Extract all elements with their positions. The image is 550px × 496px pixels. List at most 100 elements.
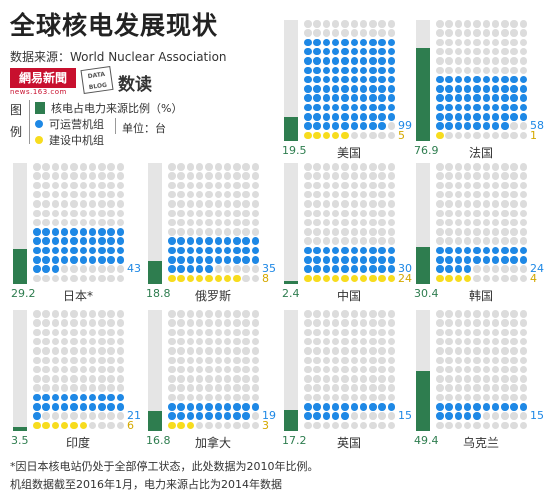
- empty-dot: [98, 365, 106, 374]
- operable-dot: [341, 256, 349, 264]
- empty-dot: [369, 209, 377, 217]
- empty-dot: [445, 310, 453, 318]
- empty-dot: [205, 172, 213, 180]
- empty-dot: [350, 190, 358, 199]
- empty-dot: [378, 384, 386, 392]
- country-panel: 76.9 58 1 法国: [414, 20, 546, 160]
- empty-dot: [350, 384, 358, 392]
- empty-dot: [482, 421, 490, 430]
- operable-dot: [177, 403, 185, 411]
- under-construction-dot: [359, 274, 368, 283]
- empty-dot: [369, 29, 377, 37]
- operable-dot: [88, 237, 97, 245]
- empty-dot: [454, 393, 463, 402]
- empty-dot: [510, 337, 518, 346]
- empty-dot: [214, 181, 222, 190]
- unit-label: 单位：台: [122, 122, 166, 135]
- empty-dot: [436, 421, 444, 430]
- empty-dot: [107, 337, 115, 346]
- empty-dot: [242, 384, 250, 392]
- empty-dot: [482, 356, 490, 364]
- empty-dot: [186, 384, 195, 392]
- empty-dot: [195, 337, 204, 346]
- operable-dot: [116, 237, 125, 245]
- empty-dot: [51, 209, 60, 217]
- empty-dot: [387, 319, 396, 327]
- empty-dot: [510, 310, 518, 318]
- empty-dot: [107, 310, 115, 318]
- operable-dot: [331, 246, 340, 255]
- empty-dot: [223, 265, 232, 273]
- operable-dot: [436, 103, 444, 112]
- operable-dot: [341, 265, 349, 273]
- empty-dot: [454, 218, 463, 227]
- empty-dot: [445, 347, 453, 355]
- empty-dot: [491, 328, 500, 337]
- operable-dot: [42, 246, 50, 255]
- empty-dot: [473, 218, 481, 227]
- empty-dot: [510, 393, 518, 402]
- empty-dot: [242, 421, 250, 430]
- empty-dot: [491, 393, 500, 402]
- operable-dot: [33, 237, 41, 245]
- empty-dot: [79, 328, 87, 337]
- share-bar: [13, 426, 27, 431]
- operable-dot: [116, 393, 125, 402]
- empty-dot: [98, 375, 106, 383]
- empty-dot: [331, 209, 340, 217]
- empty-dot: [88, 190, 97, 199]
- empty-dot: [378, 200, 386, 208]
- share-bar-track: [284, 310, 298, 431]
- operable-dot: [473, 94, 481, 102]
- empty-dot: [116, 310, 125, 318]
- operable-dot: [350, 113, 358, 121]
- empty-dot: [51, 274, 60, 283]
- empty-dot: [510, 122, 518, 130]
- share-value: 29.2: [11, 287, 36, 300]
- empty-dot: [436, 356, 444, 364]
- empty-dot: [369, 393, 377, 402]
- empty-dot: [251, 181, 260, 190]
- empty-dot: [387, 421, 396, 430]
- empty-dot: [463, 319, 472, 327]
- empty-dot: [322, 328, 331, 337]
- empty-dot: [322, 421, 331, 430]
- empty-dot: [98, 421, 106, 430]
- legend-operable-label: 可运营机组: [49, 118, 104, 131]
- operable-dot: [186, 237, 195, 245]
- operable-dot-icon: [35, 120, 43, 128]
- empty-dot: [359, 356, 368, 364]
- empty-dot: [205, 209, 213, 217]
- footnote-line1: *因日本核电站仍处于全部停工状态，此处数据为2010年比例。: [10, 460, 319, 473]
- operable-dot: [359, 94, 368, 102]
- operable-dot: [519, 94, 528, 102]
- empty-dot: [251, 412, 260, 420]
- empty-dot: [98, 181, 106, 190]
- operable-dot: [369, 57, 377, 65]
- empty-dot: [223, 181, 232, 190]
- operable-dot: [454, 265, 463, 273]
- empty-dot: [473, 375, 481, 383]
- operable-dot: [322, 47, 331, 56]
- operable-dot: [313, 265, 321, 273]
- empty-dot: [168, 172, 176, 180]
- empty-dot: [186, 356, 195, 364]
- operable-dot: [88, 393, 97, 402]
- empty-dot: [214, 375, 222, 383]
- empty-dot: [186, 190, 195, 199]
- empty-dot: [482, 319, 490, 327]
- empty-dot: [304, 20, 312, 28]
- empty-dot: [519, 228, 528, 236]
- unit-divider: [115, 118, 116, 134]
- empty-dot: [233, 190, 241, 199]
- operable-dot: [445, 103, 453, 112]
- empty-dot: [359, 190, 368, 199]
- empty-dot: [168, 163, 176, 171]
- operable-dot: [60, 256, 69, 264]
- share-bar-track: [148, 310, 162, 431]
- empty-dot: [436, 319, 444, 327]
- empty-dot: [322, 319, 331, 327]
- empty-dot: [107, 375, 115, 383]
- operable-dot: [445, 403, 453, 411]
- empty-dot: [519, 319, 528, 327]
